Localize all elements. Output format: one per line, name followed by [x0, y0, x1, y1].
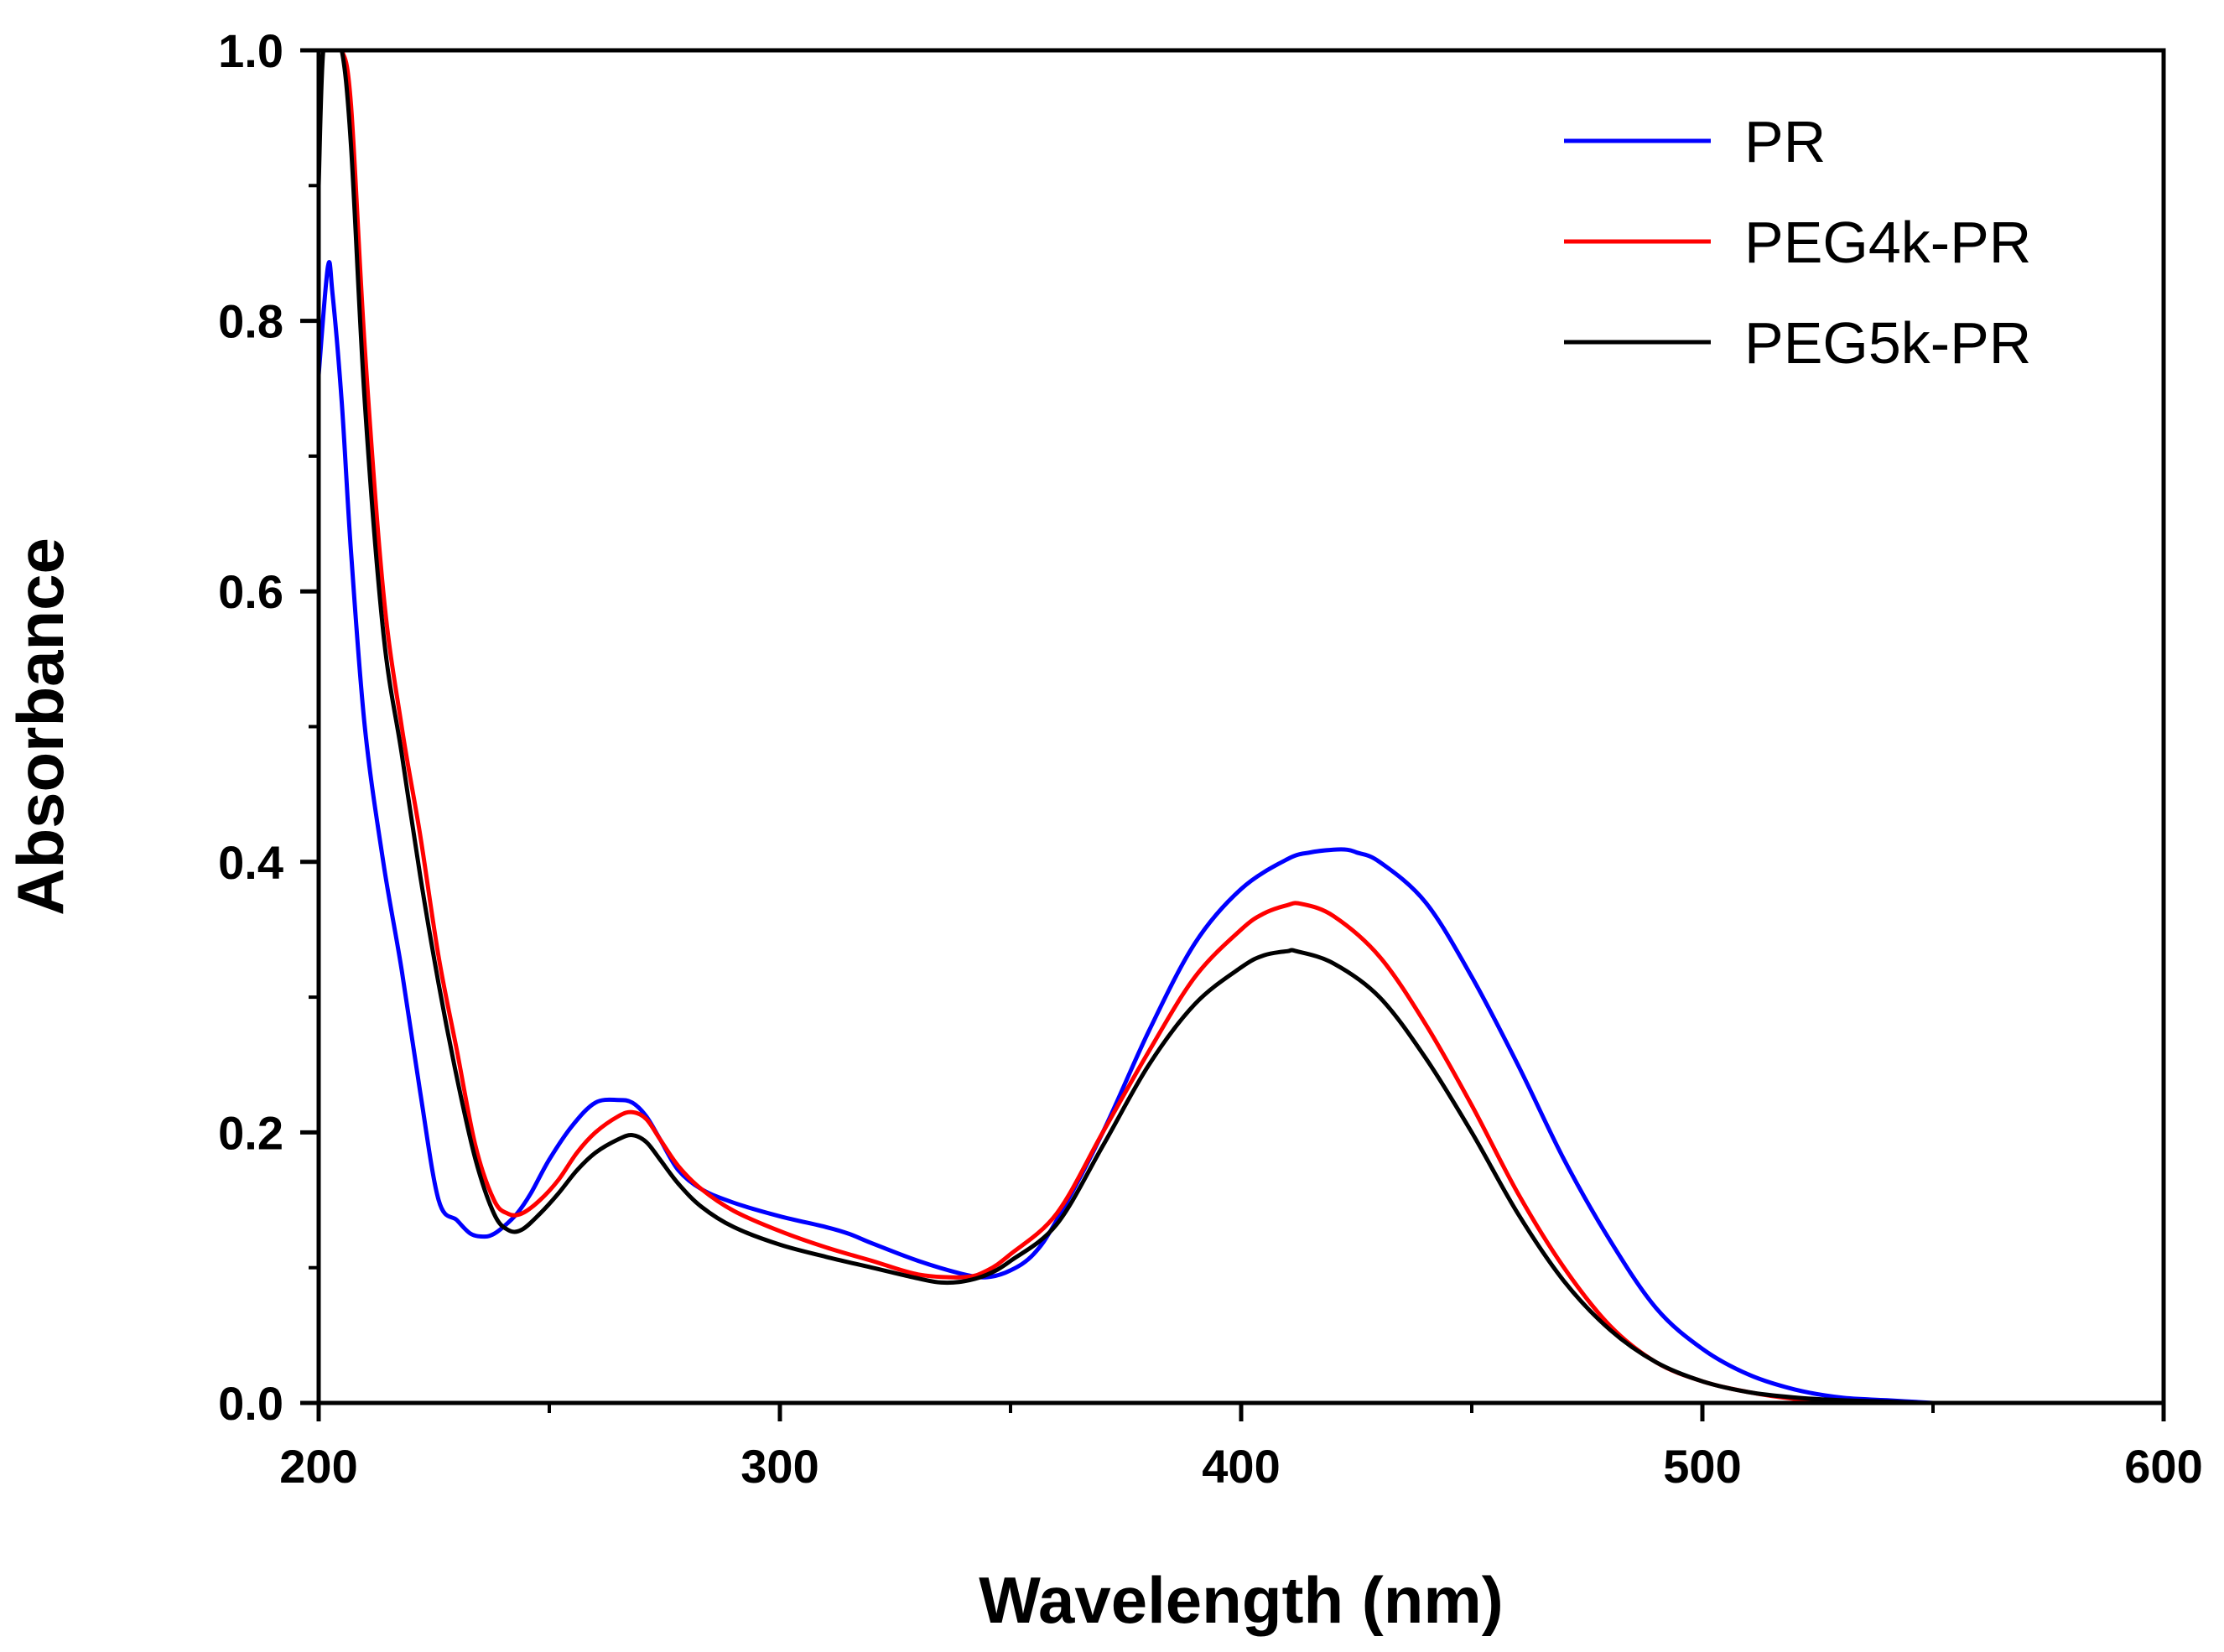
x-tick-label: 500: [1663, 1440, 1741, 1493]
y-tick-label: 0.0: [218, 1377, 283, 1430]
y-tick-label: 0.8: [218, 295, 283, 348]
x-tick-label: 200: [279, 1440, 357, 1493]
legend-label: PEG4k-PR: [1744, 210, 2031, 275]
y-tick-label: 0.2: [218, 1106, 283, 1159]
series-line-pr: [319, 260, 1934, 1403]
y-tick-label: 0.4: [218, 836, 283, 889]
x-tick-label: 300: [740, 1440, 818, 1493]
series-line-peg4k-pr: [323, 50, 1933, 1403]
x-axis-title: Wavelength (nm): [979, 1563, 1503, 1637]
series-line-peg5k-pr: [319, 50, 1925, 1403]
legend-label: PR: [1744, 109, 1826, 174]
plot-frame: [316, 48, 2166, 1405]
y-tick-label: 1.0: [218, 24, 283, 77]
legend-label: PEG5k-PR: [1744, 310, 2031, 376]
legend: PR PEG4k-PR PEG5k-PR: [1564, 109, 2031, 376]
y-tick-label: 0.6: [218, 565, 283, 618]
axis-ticks: 200 300 400 500 600 0.0 0.2 0.4 0.6 0.8 1.0: [218, 24, 2203, 1493]
x-tick-label: 600: [2124, 1440, 2202, 1493]
y-axis-title: Absorbance: [3, 538, 77, 916]
plot-series: [319, 50, 1934, 1403]
x-tick-label: 400: [1202, 1440, 1280, 1493]
